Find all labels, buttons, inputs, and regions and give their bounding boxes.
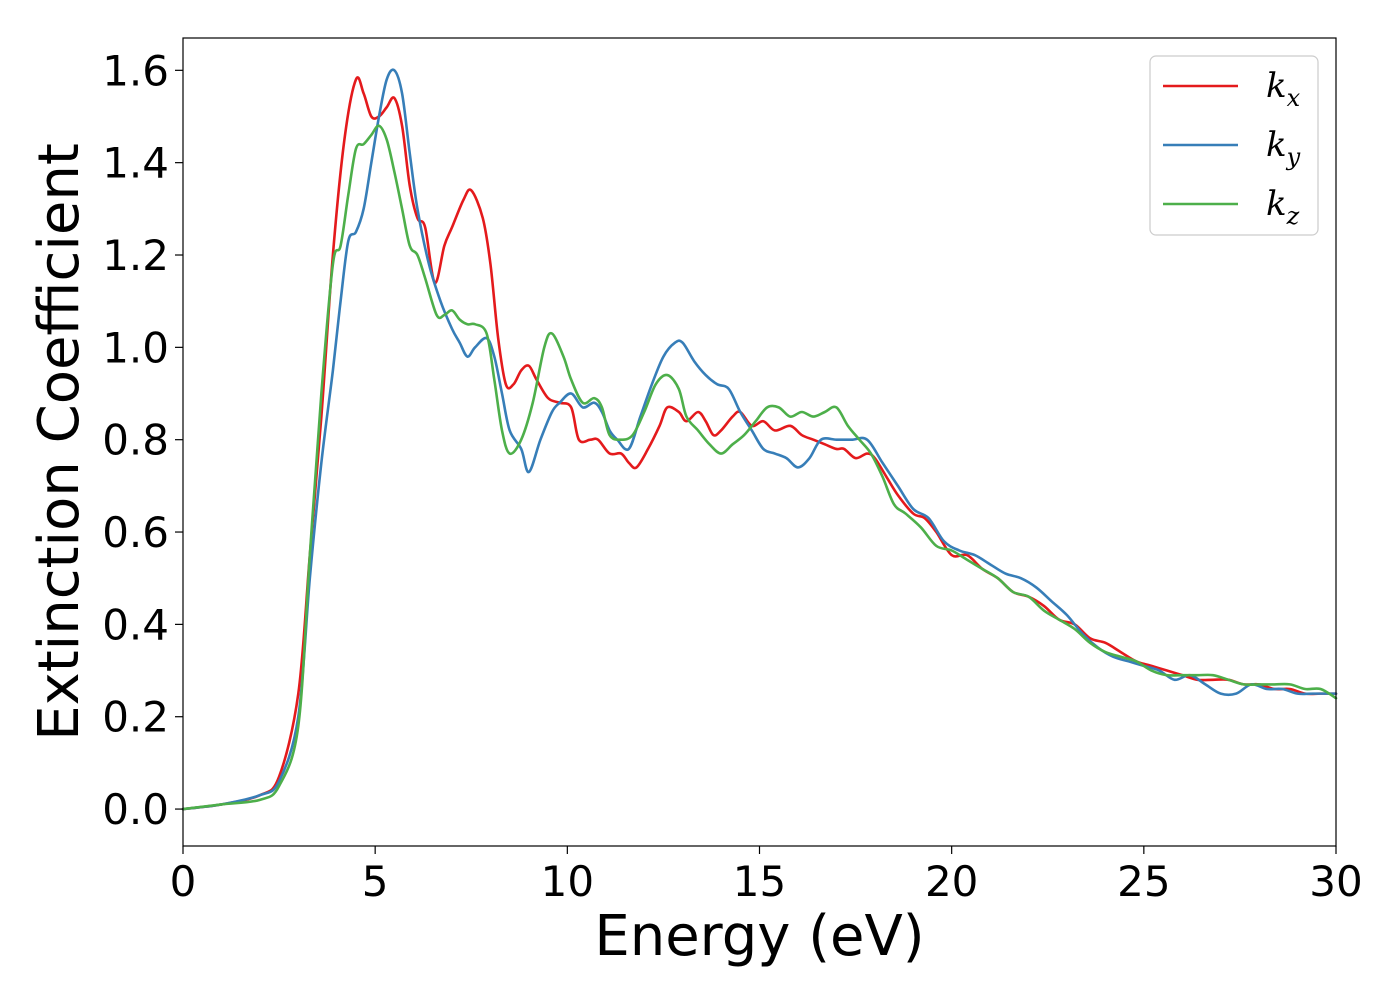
series-line-kx [181, 76, 1338, 811]
y-axis: 0.0 0.2 0.4 0.6 0.8 1.0 1.2 1.4 1.6 [102, 46, 183, 834]
series-line-kz [181, 124, 1338, 811]
x-tick-label: 20 [925, 857, 978, 906]
x-tick-label: 15 [733, 857, 786, 906]
y-tick-label: 1.0 [102, 323, 169, 372]
x-tick-label: 25 [1117, 857, 1170, 906]
legend-label-ky: ky [1266, 125, 1301, 171]
y-tick-label: 0.4 [102, 600, 169, 649]
x-tick-label: 10 [541, 857, 594, 906]
x-axis: 0 5 10 15 20 25 30 [170, 846, 1363, 906]
y-axis-label: Extinction Coefficient [27, 143, 92, 741]
legend-label-kx: kx [1266, 66, 1301, 112]
x-tick-label: 5 [362, 857, 389, 906]
y-tick-label: 1.4 [102, 139, 169, 188]
y-tick-label: 1.2 [102, 231, 169, 280]
y-tick-label: 0.8 [102, 416, 169, 465]
x-tick-label: 30 [1309, 857, 1362, 906]
x-axis-label: Energy (eV) [594, 904, 924, 969]
legend-label-kz: kz [1266, 184, 1300, 230]
series-layer [181, 68, 1338, 811]
legend: kx ky kz [1149, 55, 1319, 236]
x-tick-label: 0 [170, 857, 197, 906]
y-tick-label: 1.6 [102, 46, 169, 95]
y-tick-label: 0.2 [102, 693, 169, 742]
y-tick-label: 0.0 [102, 785, 169, 834]
y-tick-label: 0.6 [102, 508, 169, 557]
